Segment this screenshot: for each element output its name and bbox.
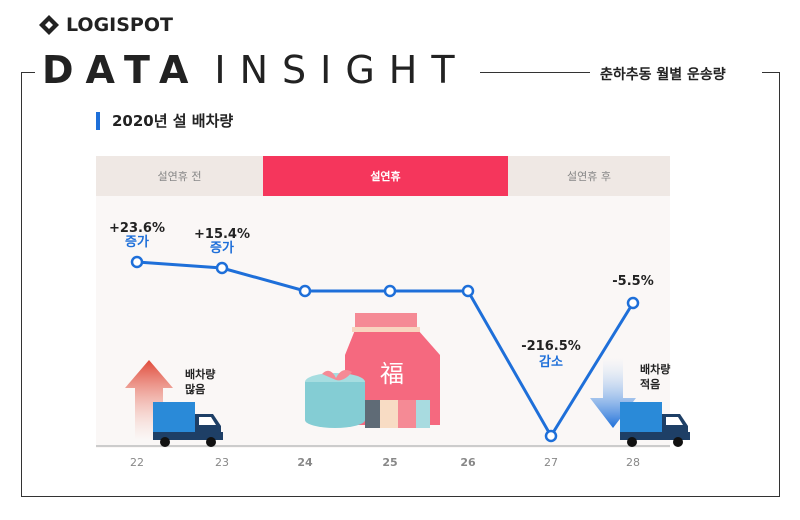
annotation-note-22: 증가 <box>125 235 149 250</box>
annotation-note-27: 감소 <box>539 355 563 370</box>
data-point-26 <box>461 284 475 298</box>
legend-down-line1: 배차량 <box>640 362 670 376</box>
brand-light: INSIGHT <box>214 48 469 92</box>
logo-text: LOGISPOT <box>66 14 173 36</box>
data-point-24 <box>298 284 312 298</box>
truck-icon-right <box>620 402 690 447</box>
annotation-value-22: +23.6% <box>109 221 165 236</box>
period-holiday: 설연휴 <box>263 156 508 196</box>
svg-text:福: 福 <box>380 360 404 388</box>
x-tick-28: 28 <box>626 456 640 469</box>
data-point-28 <box>626 296 640 310</box>
truck-icon-left <box>153 402 223 447</box>
gift-box-icon <box>305 370 365 428</box>
legend-down-line2: 적음 <box>640 377 660 391</box>
data-point-23 <box>215 261 229 275</box>
x-tick-27: 27 <box>544 456 558 469</box>
logo-diamond-icon <box>39 15 59 35</box>
x-tick-26: 26 <box>460 456 476 469</box>
annotation-value-27: -216.5% <box>521 339 581 354</box>
data-point-27 <box>544 429 558 443</box>
period-after: 설연휴 후 <box>508 156 670 196</box>
frame <box>21 72 780 497</box>
legend-up-line2: 많음 <box>185 383 205 396</box>
data-point-25 <box>383 284 397 298</box>
annotation-value-23: +15.4% <box>194 227 250 242</box>
period-before: 설연휴 전 <box>96 156 263 196</box>
brand-bold: DATA <box>42 48 201 92</box>
subtitle: 춘하추동 월별 운송량 <box>600 67 726 83</box>
x-tick-24: 24 <box>297 456 313 469</box>
x-tick-25: 25 <box>382 456 397 469</box>
lucky-bag-icon: 福 <box>345 313 440 428</box>
x-tick-22: 22 <box>130 456 144 469</box>
chart-title: 2020년 설 배차량 <box>96 112 233 130</box>
divider <box>480 72 590 73</box>
data-point-22 <box>130 255 144 269</box>
x-tick-23: 23 <box>215 456 229 469</box>
brand-title: DATA INSIGHT <box>42 50 469 90</box>
annotation-note-23: 증가 <box>210 241 234 256</box>
annotation-value-28: -5.5% <box>612 274 653 289</box>
logo: LOGISPOT <box>38 14 173 36</box>
legend-up-line1: 배차량 <box>185 367 215 381</box>
divider <box>762 72 780 73</box>
divider <box>21 72 35 73</box>
